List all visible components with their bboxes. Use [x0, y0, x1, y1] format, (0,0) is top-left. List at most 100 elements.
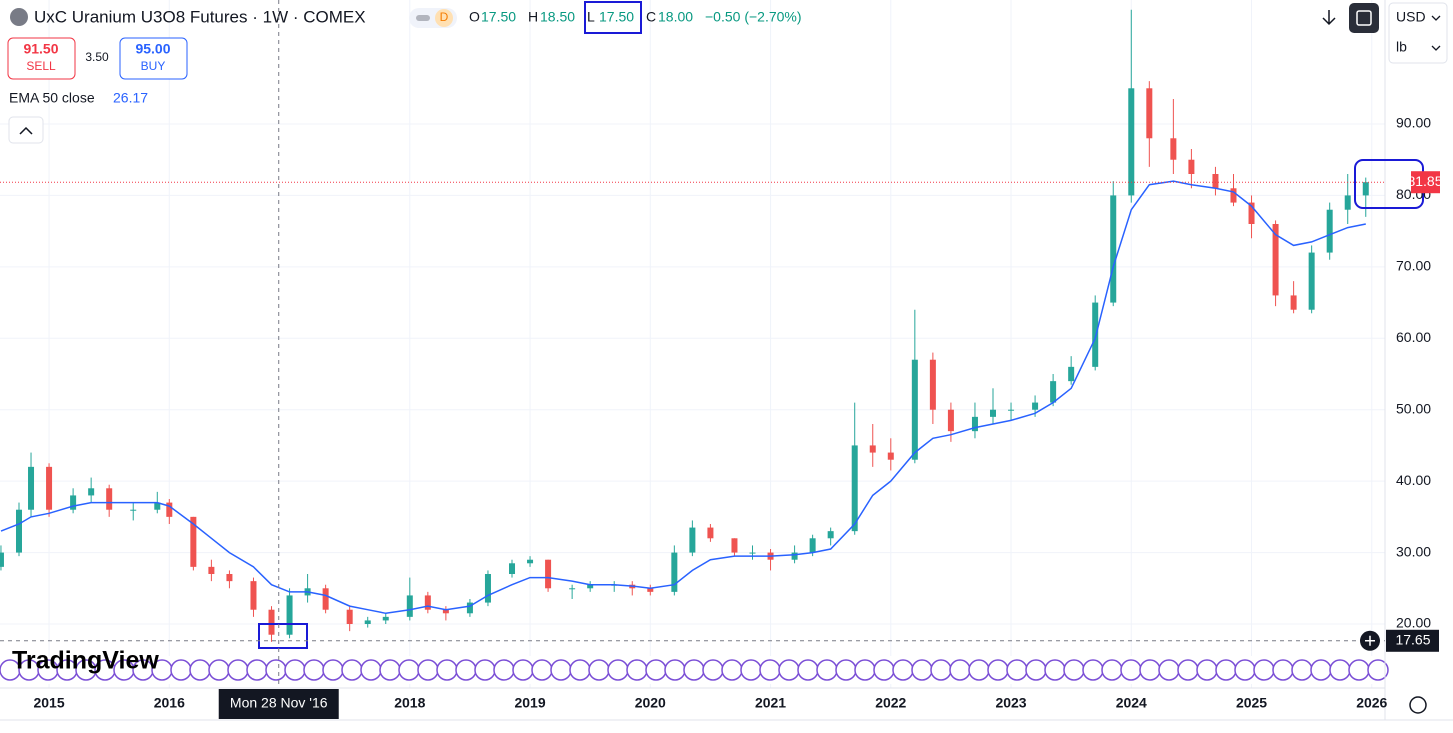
ohlc-key: H — [528, 9, 538, 25]
events-strip — [0, 656, 1389, 684]
candle-body — [322, 588, 329, 610]
x-tick-label: 2026 — [1356, 695, 1387, 711]
event-icon — [170, 659, 192, 681]
event-icon — [626, 659, 648, 681]
candle-body — [442, 609, 449, 614]
event-icon — [550, 659, 572, 681]
x-tick-label: 2019 — [514, 695, 545, 711]
unit-selector[interactable] — [1388, 2, 1448, 64]
candle-body — [88, 488, 95, 496]
event-icon — [265, 659, 287, 681]
event-icon — [816, 659, 838, 681]
event-icon — [702, 659, 724, 681]
candle-body — [749, 552, 756, 554]
event-icon — [303, 659, 325, 681]
crosshair-x-label: Mon 28 Nov '16 — [230, 695, 328, 711]
candle-body — [731, 538, 738, 553]
event-icon — [1063, 659, 1085, 681]
candle-body — [989, 409, 996, 417]
candle-body — [346, 609, 353, 624]
event-icon — [1367, 659, 1389, 681]
ohlc-key: O — [469, 9, 480, 25]
candle-body — [1230, 188, 1237, 203]
event-icon — [341, 659, 363, 681]
candle-body — [1008, 409, 1015, 411]
event-icon — [284, 659, 306, 681]
indicator-value: 26.17 — [113, 90, 148, 106]
candle-body — [250, 581, 257, 610]
candle-body — [1290, 295, 1297, 310]
event-icon — [1139, 659, 1161, 681]
event-icon — [455, 659, 477, 681]
event-icon — [436, 659, 458, 681]
candle-body — [424, 595, 431, 610]
event-icon — [1044, 659, 1066, 681]
candle-body — [869, 445, 876, 453]
y-tick-label: 60.00 — [1396, 329, 1431, 345]
last-price-label: 81.85 — [1407, 173, 1442, 189]
y-tick-label: 90.00 — [1396, 115, 1431, 131]
event-icon — [835, 659, 857, 681]
event-icon — [949, 659, 971, 681]
sell-price: 91.50 — [23, 41, 58, 57]
logo[interactable]: TradingView — [12, 647, 159, 675]
candle-body — [1212, 174, 1219, 189]
candle-body — [70, 495, 77, 510]
candle-body — [382, 616, 389, 621]
currency[interactable]: USD — [1396, 9, 1426, 25]
event-icon — [740, 659, 762, 681]
candle-body — [671, 552, 678, 592]
candle-body — [15, 509, 22, 553]
candle-body — [689, 527, 696, 553]
candle-body — [947, 409, 954, 432]
candle-body — [466, 602, 473, 614]
event-icon — [189, 659, 211, 681]
event-icon — [645, 659, 667, 681]
event-icon — [322, 659, 344, 681]
download-button[interactable] — [1322, 10, 1336, 26]
candle-body — [406, 595, 413, 617]
crosshair-y-label: 17.65 — [1395, 631, 1430, 647]
candle-body — [587, 584, 594, 589]
event-icon — [968, 659, 990, 681]
event-icon — [607, 659, 629, 681]
collapse-button[interactable] — [8, 116, 44, 144]
buy-button[interactable] — [119, 37, 188, 80]
x-tick-label: 2022 — [875, 695, 906, 711]
ohlc-value: 17.50 — [481, 9, 516, 25]
candle-body — [1344, 195, 1351, 210]
candle-body — [791, 552, 798, 560]
sell-button[interactable] — [7, 37, 76, 80]
ohlc-key: L — [587, 9, 595, 25]
fullscreen-button[interactable] — [1349, 3, 1379, 33]
event-icon — [208, 659, 230, 681]
ohlc-key: C — [646, 9, 656, 25]
event-icon — [1196, 659, 1218, 681]
event-icon — [1234, 659, 1256, 681]
candle-body — [569, 588, 576, 590]
candle-body — [286, 595, 293, 635]
indicator-name[interactable]: EMA 50 close — [9, 90, 95, 106]
sell-label: SELL — [26, 59, 56, 73]
ohlc-value: 18.50 — [540, 9, 575, 25]
candle-body — [1362, 182, 1369, 196]
y-tick-label: 70.00 — [1396, 258, 1431, 274]
add-alert-plus — [1365, 635, 1375, 646]
settings-button[interactable] — [1409, 696, 1427, 714]
event-icon — [246, 659, 268, 681]
ohlc-value: 17.50 — [599, 9, 634, 25]
candle-body — [1110, 195, 1117, 303]
candle-body — [166, 502, 173, 517]
x-tick-label: 2016 — [154, 695, 185, 711]
unit[interactable]: lb — [1396, 39, 1407, 55]
candle-body — [707, 527, 714, 539]
symbol-title[interactable]: UxC Uranium U3O8 Futures · 1W · COMEX — [34, 7, 366, 26]
event-icon — [892, 659, 914, 681]
y-tick-label: 20.00 — [1396, 615, 1431, 631]
event-icon — [379, 659, 401, 681]
candle-body — [1092, 302, 1099, 367]
event-icon — [1158, 659, 1180, 681]
event-icon — [1082, 659, 1104, 681]
x-tick-label: 2015 — [33, 695, 64, 711]
change: −0.50 (−2.70%) — [705, 9, 802, 25]
